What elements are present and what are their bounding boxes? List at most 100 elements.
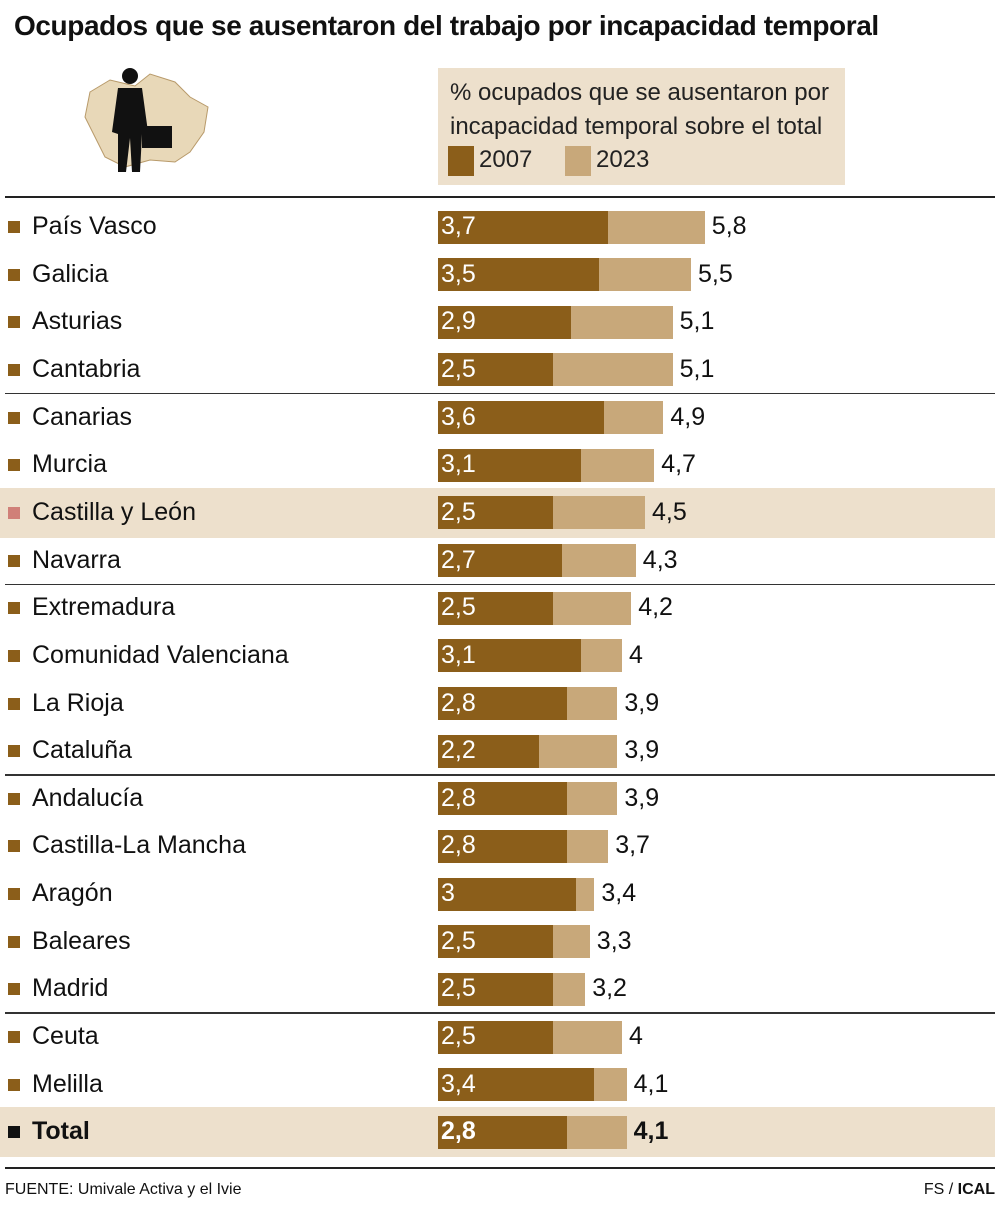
category-label: Extremadura — [32, 593, 176, 622]
bar — [438, 1068, 595, 1102]
separator — [5, 1012, 995, 1014]
row-marker — [8, 363, 20, 376]
category-label: Castilla-La Mancha — [32, 831, 246, 860]
category-label: Cantabria — [32, 354, 141, 383]
row-marker — [8, 602, 20, 615]
value-label: 4 — [629, 1022, 643, 1051]
value-label: 2,5 — [441, 497, 476, 526]
category-label: Andalucía — [32, 783, 144, 812]
value-label: 5,1 — [679, 307, 715, 336]
value-label: 3,3 — [596, 926, 632, 955]
credit: FS / ICAL — [924, 1182, 995, 1198]
row-marker — [8, 983, 20, 996]
bar — [438, 687, 567, 720]
value-label: 3,6 — [441, 402, 476, 431]
legend-label: 2007 — [479, 146, 533, 173]
bar — [438, 972, 553, 1006]
value-label: 2,9 — [441, 307, 476, 336]
icon — [84, 68, 209, 172]
row-marker — [8, 840, 20, 853]
value-label: 2,2 — [441, 736, 476, 765]
value-label: 3,7 — [441, 212, 476, 240]
bar — [438, 210, 609, 244]
category-label: Ceuta — [32, 1022, 99, 1051]
value-label: 5,1 — [679, 354, 715, 383]
bar — [438, 829, 567, 863]
category-label: La Rioja — [32, 688, 124, 717]
value-label: 5,8 — [711, 212, 747, 240]
bar — [438, 734, 540, 768]
bar — [438, 639, 581, 673]
separator — [5, 392, 995, 395]
bar — [438, 1115, 567, 1149]
legend-title: % ocupados que se ausentaron por incapac… — [450, 79, 829, 140]
value-label: 4,3 — [642, 545, 678, 574]
bar — [438, 1020, 553, 1054]
top-rule — [5, 196, 995, 198]
value-label: 4,2 — [638, 593, 673, 622]
category-label: Total — [32, 1117, 90, 1146]
value-label: 3,9 — [624, 783, 660, 812]
row-marker — [8, 649, 20, 662]
category-label: Navarra — [32, 545, 121, 574]
category-label: Comunidad Valenciana — [32, 640, 289, 669]
row-marker — [8, 411, 20, 424]
value-label: 2,8 — [441, 783, 476, 812]
bar — [438, 544, 563, 578]
value-label: 2,5 — [441, 354, 476, 383]
legend-swatch — [565, 146, 591, 176]
value-label: 3,1 — [441, 450, 476, 479]
bar — [438, 925, 553, 959]
value-label: 3,4 — [601, 879, 637, 908]
category-label: Castilla y León — [32, 497, 196, 526]
legend-label: 2023 — [596, 146, 650, 173]
category-label: Cataluña — [32, 736, 133, 765]
value-label: 4,1 — [633, 1069, 669, 1098]
category-label: Aragón — [32, 879, 113, 908]
value-label: 5,5 — [698, 259, 733, 288]
value-label: 2,5 — [441, 593, 476, 622]
value-label: 3,4 — [441, 1069, 476, 1098]
value-label: 2,7 — [441, 545, 476, 574]
row-marker — [8, 1126, 20, 1139]
value-label: 2,8 — [441, 831, 476, 860]
bar — [438, 496, 553, 530]
category-label: Murcia — [32, 450, 108, 479]
value-label: 3,2 — [592, 974, 627, 1003]
value-label: 4,9 — [670, 402, 706, 431]
row-marker — [8, 221, 20, 233]
row-marker — [8, 745, 20, 758]
value-label: 3,5 — [441, 259, 476, 288]
row-marker — [8, 506, 20, 519]
bar — [438, 591, 553, 625]
value-label: 3,9 — [624, 736, 660, 765]
row-marker — [8, 459, 20, 472]
credit-author: FS / — [923, 1181, 954, 1198]
value-label: 2,5 — [441, 926, 476, 955]
row-marker — [8, 1031, 20, 1044]
separator — [5, 583, 995, 586]
value-label: 3,7 — [615, 831, 650, 860]
category-label: Baleares — [32, 926, 131, 955]
row-marker — [8, 554, 20, 567]
category-label: Madrid — [32, 974, 109, 1003]
legend-swatch — [448, 146, 474, 176]
row-marker — [8, 935, 20, 948]
credit-agency: ICAL — [957, 1181, 995, 1198]
bar — [438, 877, 576, 911]
bar — [438, 401, 604, 435]
category-label: Asturias — [32, 307, 123, 336]
row-marker — [8, 697, 20, 710]
row-marker — [8, 1078, 20, 1091]
row-marker — [8, 792, 20, 805]
bar — [438, 258, 599, 292]
bar — [438, 305, 572, 339]
value-label: 4 — [629, 640, 643, 669]
value-label: 4,7 — [661, 450, 696, 479]
bottom-rule — [5, 1167, 995, 1169]
value-label: 3,1 — [441, 640, 476, 669]
bar — [438, 353, 553, 387]
value-label: 3 — [441, 879, 455, 908]
bar — [438, 782, 567, 816]
source: FUENTE: Umivale Activa y el Ivie — [5, 1181, 242, 1198]
